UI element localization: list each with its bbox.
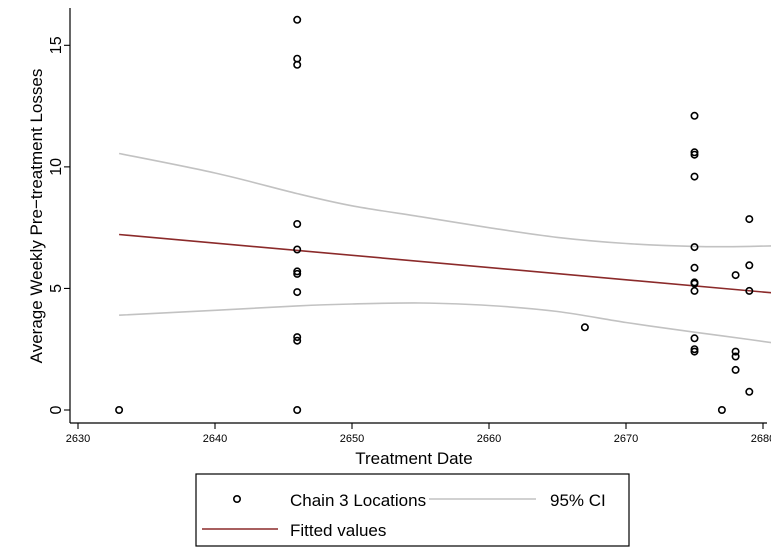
data-point (690, 263, 699, 272)
data-point (690, 111, 699, 120)
data-point (293, 288, 302, 297)
ci-lower-line (119, 302, 771, 344)
data-point (690, 347, 699, 356)
x-tick-label: 2640 (203, 433, 227, 445)
data-point (745, 261, 754, 270)
data-point (690, 243, 699, 252)
legend: Chain 3 Locations 95% CI Fitted values (195, 473, 630, 547)
data-point (115, 405, 124, 414)
x-tick-label: 2660 (477, 433, 501, 445)
legend-label-fitted: Fitted values (290, 521, 386, 540)
legend-marker-icon (233, 494, 242, 503)
data-point (731, 347, 740, 356)
data-point (690, 279, 699, 288)
data-point (745, 286, 754, 295)
y-tick-label: 10 (48, 158, 65, 176)
y-ticks: 0 5 10 15 (48, 36, 70, 414)
ci-band (118, 152, 771, 344)
data-points (115, 15, 754, 414)
data-point (293, 336, 302, 345)
data-point (717, 405, 726, 414)
legend-label-ci: 95% CI (550, 491, 606, 510)
fitted-line (119, 233, 771, 294)
data-point (293, 60, 302, 69)
y-tick-label: 15 (48, 36, 65, 54)
data-point (690, 150, 699, 159)
data-point (745, 215, 754, 224)
data-point (690, 334, 699, 343)
data-point (731, 271, 740, 280)
data-point (293, 405, 302, 414)
data-point (731, 365, 740, 374)
x-axis-title: Treatment Date (355, 449, 472, 468)
data-point (580, 323, 589, 332)
data-point (293, 15, 302, 24)
y-tick-label: 5 (48, 284, 65, 293)
data-point (745, 387, 754, 396)
legend-box (195, 473, 630, 547)
x-tick-label: 2650 (340, 433, 364, 445)
data-point (690, 148, 699, 157)
y-tick-label: 0 (48, 405, 65, 414)
legend-label-scatter: Chain 3 Locations (290, 491, 426, 510)
data-point (293, 333, 302, 342)
data-point (293, 267, 302, 276)
axes (69, 8, 767, 424)
data-point (731, 352, 740, 361)
ci-upper-line (118, 152, 771, 248)
data-point (293, 269, 302, 278)
x-tick-label: 2630 (66, 433, 90, 445)
data-point (690, 172, 699, 181)
data-point (293, 245, 302, 254)
x-tick-label: 2670 (614, 433, 638, 445)
y-axis-title: Average Weekly Pre−treatment Losses (27, 69, 46, 364)
data-point (690, 345, 699, 354)
fitted-values-line (119, 233, 771, 294)
data-point (293, 220, 302, 229)
data-point (690, 286, 699, 295)
